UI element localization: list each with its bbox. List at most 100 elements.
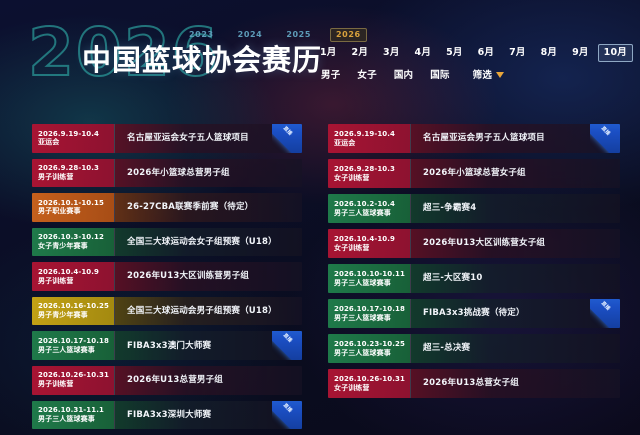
event-title: 全国三大球运动会女子组预赛（U18） bbox=[127, 236, 277, 247]
event-row[interactable]: 2026.10.4-10.9 男子训练营 2026年U13大区训练营男子组 bbox=[32, 262, 302, 291]
year-tab-2025[interactable]: 2025 bbox=[286, 30, 312, 39]
month-filter-8[interactable]: 8月 bbox=[540, 47, 558, 58]
event-title: 名古屋亚运会女子五人篮球项目 bbox=[127, 133, 249, 144]
event-row[interactable]: 2026.10.17-10.18 男子三人篮球赛事 FIBA3x3挑战赛（待定） 直播 bbox=[328, 299, 620, 328]
event-row[interactable]: 2026.9.19-10.4 亚运会 名古屋亚运会女子五人篮球项目 直播 bbox=[32, 124, 302, 153]
year-tab-group: 2023 2024 2025 2026 bbox=[184, 28, 367, 42]
event-category: 女子训练营 bbox=[334, 243, 370, 252]
event-category: 男子职业赛事 bbox=[38, 207, 81, 216]
event-body: 全国三大球运动会男子组预赛（U18） bbox=[114, 296, 302, 326]
month-filter-4[interactable]: 4月 bbox=[414, 47, 432, 58]
event-body: FIBA3x3澳门大师赛 bbox=[114, 331, 302, 360]
event-row[interactable]: 2026.10.10-10.11 男子三人篮球赛事 超三-大区赛10 bbox=[328, 264, 620, 293]
event-row[interactable]: 2026.10.3-10.12 女子青少年赛事 全国三大球运动会女子组预赛（U18） bbox=[32, 227, 302, 257]
year-tab-2026[interactable]: 2026 bbox=[330, 28, 367, 42]
month-filter-6[interactable]: 6月 bbox=[477, 47, 495, 58]
month-filter-11[interactable]: 11月 bbox=[636, 44, 640, 62]
event-title: 2026年小篮球总营男子组 bbox=[127, 167, 230, 178]
event-body: 2026年U13大区训练营男子组 bbox=[114, 262, 302, 291]
month-filter-5[interactable]: 5月 bbox=[446, 47, 463, 58]
year-tab-2024[interactable]: 2024 bbox=[237, 30, 263, 39]
event-category: 男子青少年赛事 bbox=[38, 311, 88, 320]
event-row[interactable]: 2026.9.28-10.3 男子训练营 2026年小篮球总营男子组 bbox=[32, 158, 302, 188]
event-category: 女子青少年赛事 bbox=[38, 241, 88, 250]
month-filter-1[interactable]: 1月 bbox=[320, 47, 337, 58]
category-filter-女子[interactable]: 女子 bbox=[357, 69, 377, 81]
month-filter-2[interactable]: 2月 bbox=[351, 47, 369, 58]
event-title: 26-27CBA联赛季前赛（待定） bbox=[127, 202, 254, 213]
category-filter-国内[interactable]: 国内 bbox=[393, 69, 414, 81]
event-title: 全国三大球运动会男子组预赛（U18） bbox=[127, 306, 277, 316]
event-row[interactable]: 2026.9.19-10.4 亚运会 名古屋亚运会男子五人篮球项目 直播 bbox=[328, 124, 620, 153]
event-date: 2026.9.19-10.4 bbox=[38, 129, 99, 138]
event-body: 2026年U13总营男子组 bbox=[114, 365, 302, 395]
event-tag: 2026.9.19-10.4 亚运会 bbox=[328, 124, 410, 153]
event-tag: 2026.10.3-10.12 女子青少年赛事 bbox=[32, 227, 114, 257]
event-category: 男子三人篮球赛事 bbox=[38, 414, 95, 423]
event-tag: 2026.10.26-10.31 女子训练营 bbox=[328, 369, 410, 398]
event-date: 2026.10.3-10.12 bbox=[38, 233, 104, 242]
event-date: 2026.10.17-10.18 bbox=[334, 304, 405, 313]
event-row[interactable]: 2026.10.2-10.4 男子三人篮球赛事 超三-争霸赛4 bbox=[328, 194, 620, 223]
event-date: 2026.10.1-10.15 bbox=[38, 198, 104, 207]
year-tab-2023[interactable]: 2023 bbox=[189, 30, 214, 39]
event-title: 2026年U13大区训练营女子组 bbox=[423, 238, 546, 249]
month-filter-10[interactable]: 10月 bbox=[597, 44, 633, 62]
event-body: 全国三大球运动会女子组预赛（U18） bbox=[114, 227, 302, 257]
event-title: 2026年U13总营女子组 bbox=[423, 378, 519, 389]
event-column-left: 2026.9.19-10.4 亚运会 名古屋亚运会女子五人篮球项目 直播 2026.9.… bbox=[0, 124, 320, 430]
event-category: 男子训练营 bbox=[38, 380, 74, 389]
event-title: 2026年U13总营男子组 bbox=[127, 375, 223, 386]
event-row[interactable]: 2026.10.23-10.25 男子三人篮球赛事 超三-总决赛 bbox=[328, 334, 620, 363]
event-tag: 2026.10.23-10.25 男子三人篮球赛事 bbox=[328, 334, 410, 363]
event-category: 男子三人篮球赛事 bbox=[334, 348, 391, 357]
event-body: 超三-争霸赛4 bbox=[410, 194, 620, 223]
event-row[interactable]: 2026.10.31-11.1 男子三人篮球赛事 FIBA3x3深圳大师赛 直播 bbox=[32, 400, 302, 430]
event-body: 2026年U13大区训练营女子组 bbox=[410, 229, 620, 258]
category-filter-国际[interactable]: 国际 bbox=[430, 69, 450, 81]
event-date: 2026.10.17-10.18 bbox=[38, 336, 109, 345]
month-filter-row: 1月2月3月4月5月6月7月8月9月10月11月12月 bbox=[314, 44, 633, 62]
event-tag: 2026.10.17-10.18 男子三人篮球赛事 bbox=[32, 331, 114, 360]
event-tag: 2026.10.2-10.4 男子三人篮球赛事 bbox=[328, 194, 410, 223]
event-date: 2026.10.26-10.31 bbox=[38, 371, 109, 380]
event-row[interactable]: 2026.10.26-10.31 男子训练营 2026年U13总营男子组 bbox=[32, 365, 302, 395]
event-columns: 2026.9.19-10.4 亚运会 名古屋亚运会女子五人篮球项目 直播 2026.9.… bbox=[0, 124, 640, 430]
event-date: 2026.10.4-10.9 bbox=[334, 234, 395, 243]
filter-dropdown-label: 筛选 bbox=[472, 69, 493, 81]
caret-down-icon bbox=[496, 72, 505, 79]
event-category: 男子三人篮球赛事 bbox=[38, 345, 95, 354]
event-row[interactable]: 2026.10.16-10.25 男子青少年赛事 全国三大球运动会男子组预赛（U18… bbox=[32, 296, 302, 326]
event-category: 男子训练营 bbox=[38, 172, 74, 181]
event-tag: 2026.10.31-11.1 男子三人篮球赛事 bbox=[32, 400, 114, 430]
event-body: FIBA3x3深圳大师赛 bbox=[114, 400, 302, 430]
event-body: 名古屋亚运会女子五人篮球项目 bbox=[114, 124, 302, 153]
event-title: 2026年U13大区训练营男子组 bbox=[127, 271, 250, 282]
event-column-right: 2026.9.19-10.4 亚运会 名古屋亚运会男子五人篮球项目 直播 2026.9.… bbox=[320, 124, 640, 429]
event-row[interactable]: 2026.10.26-10.31 女子训练营 2026年U13总营女子组 bbox=[328, 369, 620, 398]
month-filter-3[interactable]: 3月 bbox=[383, 47, 400, 58]
event-category: 女子训练营 bbox=[334, 383, 370, 392]
event-title: 超三-大区赛10 bbox=[423, 273, 483, 284]
event-body: 2026年U13总营女子组 bbox=[410, 369, 620, 398]
event-category: 亚运会 bbox=[334, 138, 356, 147]
category-filter-男子[interactable]: 男子 bbox=[321, 69, 341, 81]
event-tag: 2026.9.28-10.3 女子训练营 bbox=[328, 159, 410, 188]
event-body: 2026年小篮球总营女子组 bbox=[410, 159, 620, 188]
event-row[interactable]: 2026.10.4-10.9 女子训练营 2026年U13大区训练营女子组 bbox=[328, 229, 620, 258]
page-title: 中国篮球协会赛历 bbox=[82, 43, 323, 77]
event-row[interactable]: 2026.9.28-10.3 女子训练营 2026年小篮球总营女子组 bbox=[328, 159, 620, 188]
event-body: 2026年小篮球总营男子组 bbox=[114, 158, 302, 188]
filter-dropdown-button[interactable]: 筛选 bbox=[466, 67, 511, 85]
event-body: 26-27CBA联赛季前赛（待定） bbox=[114, 193, 302, 222]
event-row[interactable]: 2026.10.1-10.15 男子职业赛事 26-27CBA联赛季前赛（待定） bbox=[32, 193, 302, 222]
month-filter-9[interactable]: 9月 bbox=[572, 47, 589, 58]
event-date: 2026.10.4-10.9 bbox=[38, 267, 99, 276]
event-title: 2026年小篮球总营女子组 bbox=[423, 168, 526, 179]
event-date: 2026.10.23-10.25 bbox=[334, 339, 405, 348]
month-filter-7[interactable]: 7月 bbox=[509, 47, 526, 58]
event-body: 超三-大区赛10 bbox=[410, 264, 620, 293]
event-row[interactable]: 2026.10.17-10.18 男子三人篮球赛事 FIBA3x3澳门大师赛 直播 bbox=[32, 331, 302, 360]
